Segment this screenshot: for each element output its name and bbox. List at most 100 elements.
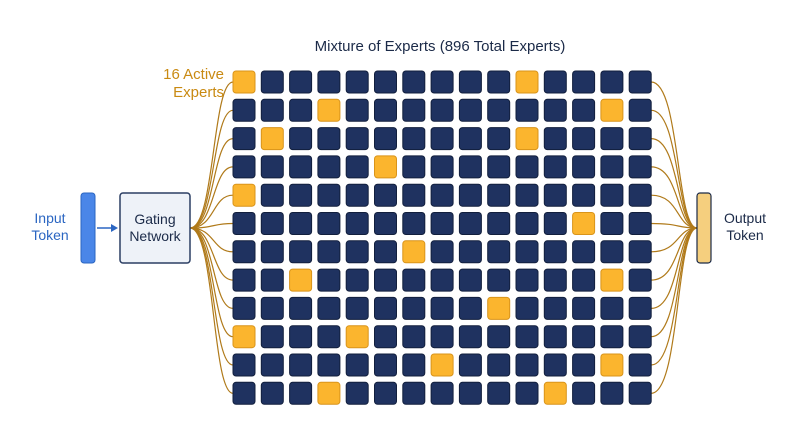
- active-expert-cell: [374, 155, 397, 179]
- expert-cell: [487, 183, 511, 207]
- expert-cell: [628, 183, 652, 207]
- active-experts-label: 16 Active Experts: [128, 66, 224, 102]
- expert-cell: [458, 127, 482, 151]
- expert-cell: [543, 268, 567, 292]
- expert-cell: [458, 268, 482, 292]
- expert-cell: [232, 127, 256, 151]
- expert-cell: [289, 381, 313, 405]
- expert-cell: [232, 268, 256, 292]
- expert-cell: [232, 240, 256, 264]
- expert-cell: [628, 155, 652, 179]
- expert-cell: [458, 98, 482, 122]
- expert-cell: [515, 353, 539, 377]
- expert-cell: [543, 127, 567, 151]
- gating-to-row-line: [189, 81, 234, 229]
- expert-cell: [402, 70, 426, 94]
- expert-cell: [402, 127, 426, 151]
- expert-cell: [487, 70, 511, 94]
- expert-cell: [374, 240, 397, 264]
- gating-network-label-line2: Network: [129, 228, 181, 244]
- input-token-label-line1: Input: [34, 210, 66, 226]
- expert-cell: [487, 325, 511, 349]
- expert-cell: [317, 353, 341, 377]
- expert-cell: [289, 127, 313, 151]
- expert-cell: [345, 155, 369, 179]
- expert-cell: [374, 325, 397, 349]
- gating-to-row-line: [189, 227, 234, 338]
- expert-cell: [430, 325, 454, 349]
- expert-cell: [374, 268, 397, 292]
- expert-cell: [402, 98, 426, 122]
- row-to-output-line: [651, 227, 698, 394]
- gating-to-row-line: [189, 194, 234, 229]
- expert-cell: [345, 70, 369, 94]
- expert-cell: [374, 183, 397, 207]
- expert-grid: [232, 70, 652, 405]
- expert-cell: [289, 98, 313, 122]
- gating-to-row-line: [189, 138, 234, 229]
- expert-cell: [458, 155, 482, 179]
- expert-cell: [572, 98, 596, 122]
- expert-cell: [345, 127, 369, 151]
- row-to-output-line: [651, 227, 698, 338]
- expert-cell: [374, 127, 397, 151]
- expert-cell: [402, 183, 426, 207]
- active-expert-cell: [260, 127, 284, 151]
- expert-cell: [260, 268, 284, 292]
- expert-cell: [600, 212, 624, 235]
- expert-cell: [458, 183, 482, 207]
- expert-cell: [487, 240, 511, 264]
- expert-cell: [260, 353, 284, 377]
- expert-cell: [374, 98, 397, 122]
- expert-cell: [543, 325, 567, 349]
- expert-cell: [317, 212, 341, 235]
- expert-cell: [487, 212, 511, 235]
- output-token-label-line1: Output: [723, 210, 767, 226]
- expert-cell: [289, 183, 313, 207]
- expert-cell: [289, 70, 313, 94]
- expert-cell: [430, 70, 454, 94]
- expert-cell: [317, 183, 341, 207]
- active-expert-cell: [289, 268, 313, 292]
- input-token-label: Input Token: [18, 210, 82, 244]
- expert-cell: [317, 155, 341, 179]
- output-token-box: [696, 192, 712, 264]
- expert-cell: [543, 353, 567, 377]
- output-token-label: Output Token: [712, 210, 778, 244]
- expert-cell: [374, 70, 397, 94]
- expert-cell: [543, 183, 567, 207]
- expert-cell: [543, 240, 567, 264]
- expert-cell: [458, 381, 482, 405]
- expert-cell: [600, 183, 624, 207]
- input-arrow-head: [111, 224, 118, 232]
- expert-cell: [260, 183, 284, 207]
- active-expert-cell: [600, 353, 624, 377]
- expert-cell: [543, 70, 567, 94]
- expert-cell: [430, 212, 454, 235]
- expert-cell: [543, 296, 567, 320]
- expert-cell: [628, 98, 652, 122]
- gating-to-row-line: [189, 227, 234, 281]
- expert-cell: [628, 268, 652, 292]
- expert-cell: [232, 353, 256, 377]
- gating-to-row-line: [189, 166, 234, 229]
- gating-network-box: [119, 192, 191, 264]
- expert-cell: [430, 268, 454, 292]
- expert-cell: [543, 155, 567, 179]
- expert-cell: [430, 98, 454, 122]
- expert-cell: [260, 155, 284, 179]
- expert-cell: [515, 296, 539, 320]
- expert-cell: [487, 381, 511, 405]
- active-expert-cell: [232, 70, 256, 94]
- expert-cell: [317, 70, 341, 94]
- expert-cell: [628, 353, 652, 377]
- active-expert-cell: [402, 240, 426, 264]
- expert-cell: [600, 127, 624, 151]
- active-expert-cell: [487, 296, 511, 320]
- expert-cell: [515, 155, 539, 179]
- expert-cell: [317, 127, 341, 151]
- expert-cell: [430, 240, 454, 264]
- expert-cell: [232, 155, 256, 179]
- expert-cell: [260, 70, 284, 94]
- expert-cell: [345, 212, 369, 235]
